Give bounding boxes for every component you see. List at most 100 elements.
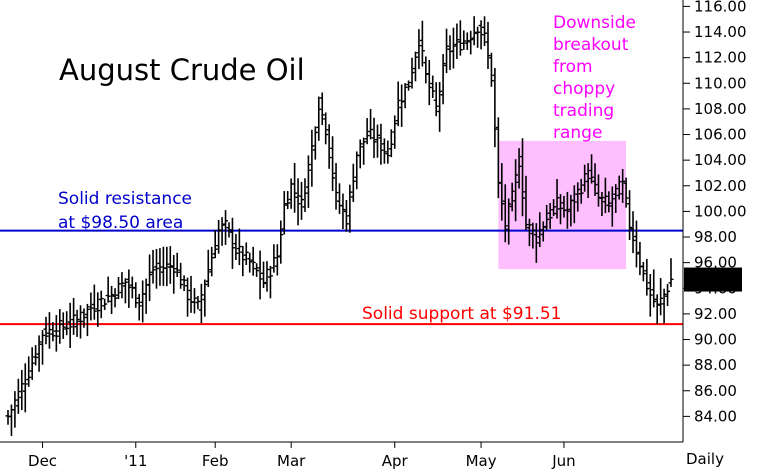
price-bar (468, 30, 474, 55)
resistance-annotation-line-1: Solid resistance (58, 189, 192, 209)
price-bar (40, 330, 46, 365)
price-bar (57, 309, 63, 344)
price-bar (554, 179, 560, 219)
price-bar (575, 182, 581, 212)
price-bar (399, 84, 405, 127)
price-bar (437, 81, 443, 132)
y-tick-label: 96.00 (694, 254, 737, 272)
price-bar (247, 252, 253, 273)
price-bar (19, 369, 25, 411)
price-bar (195, 296, 201, 310)
price-bar (302, 178, 308, 212)
price-bar (53, 315, 59, 352)
price-bar (50, 322, 56, 342)
price-bar (323, 112, 329, 145)
price-bar (116, 276, 121, 300)
x-tick-label: Dec (28, 452, 57, 470)
y-tick-label: 88.00 (694, 356, 737, 374)
price-bar (454, 23, 460, 59)
x-axis-ticks: Dec '11 Feb Mar Apr May Jun (28, 442, 576, 470)
price-bar (261, 261, 267, 289)
price-bar (592, 163, 598, 196)
price-bar (233, 234, 239, 260)
y-tick-label: 112.00 (694, 49, 747, 67)
breakout-annotation-line-4: choppy (553, 79, 615, 99)
y-tick-label: 106.00 (694, 126, 747, 144)
price-bar (198, 283, 204, 324)
y-tick-label: 86.00 (694, 382, 737, 400)
price-bar (12, 391, 18, 428)
price-bar (67, 302, 73, 349)
price-bar (33, 345, 39, 366)
price-bar (364, 118, 370, 145)
price-bar (219, 217, 225, 246)
price-bar (157, 248, 163, 286)
price-bar (205, 249, 211, 288)
price-bar (530, 222, 536, 249)
price-bar (457, 20, 463, 56)
x-tick-label: May (466, 452, 497, 470)
price-bar (378, 123, 384, 165)
price-bar (178, 262, 184, 289)
y-tick-label: 102.00 (694, 177, 747, 195)
y-tick-label: 92.00 (694, 305, 737, 323)
price-bar (381, 138, 387, 164)
price-bar (371, 117, 377, 159)
y-tick-label: 110.00 (694, 74, 747, 92)
price-bar (171, 254, 177, 294)
price-bar (64, 311, 70, 336)
price-bar (326, 124, 332, 169)
resistance-annotation-line-2: at $98.50 area (58, 213, 183, 233)
price-bar (402, 83, 408, 109)
price-bar (285, 190, 291, 210)
price-bar (533, 223, 539, 263)
price-bar (333, 163, 339, 210)
price-bar (492, 67, 498, 148)
price-bar (350, 163, 356, 202)
price-bar (167, 246, 173, 284)
y-tick-label: 90.00 (694, 331, 737, 349)
price-bar (654, 294, 660, 324)
price-bar (412, 51, 418, 82)
price-bar (606, 191, 612, 213)
price-bar (599, 191, 605, 217)
price-bar (651, 269, 657, 308)
price-bar (661, 288, 667, 324)
price-bar (613, 184, 619, 213)
price-bar (374, 124, 380, 158)
price-bar (388, 129, 394, 158)
price-bar (627, 190, 633, 241)
price-bar (423, 56, 429, 84)
price-bar (316, 96, 322, 141)
price-bar (305, 155, 311, 208)
price-bar (616, 175, 622, 200)
price-bar (91, 284, 97, 320)
price-bar (419, 20, 425, 67)
price-bar (609, 186, 615, 227)
price-bar (267, 265, 273, 299)
price-bar (354, 151, 360, 190)
price-bar (78, 305, 84, 339)
price-bar (295, 178, 301, 226)
price-bar (620, 169, 626, 203)
price-bar (520, 138, 526, 217)
breakout-annotation-line-3: from (553, 57, 593, 77)
x-tick-label: Jun (551, 452, 575, 470)
price-bar (426, 59, 432, 106)
y-tick-label: 114.00 (694, 23, 747, 41)
y-axis-ticks: 84.0086.0088.0090.0092.0094.0096.0098.00… (683, 0, 747, 425)
price-bar (209, 246, 215, 277)
price-bar (250, 246, 256, 276)
price-bar (29, 347, 35, 380)
price-bar (60, 312, 66, 339)
price-bar (136, 293, 142, 321)
price-bar (513, 159, 519, 222)
y-tick-label: 116.00 (694, 0, 747, 15)
price-bar (88, 292, 94, 321)
breakout-annotation-line-1: Downside (553, 13, 636, 33)
price-bar (202, 279, 208, 317)
price-bar (392, 115, 398, 149)
price-bar (488, 52, 494, 87)
price-bar (257, 250, 263, 300)
price-bar (74, 309, 80, 337)
